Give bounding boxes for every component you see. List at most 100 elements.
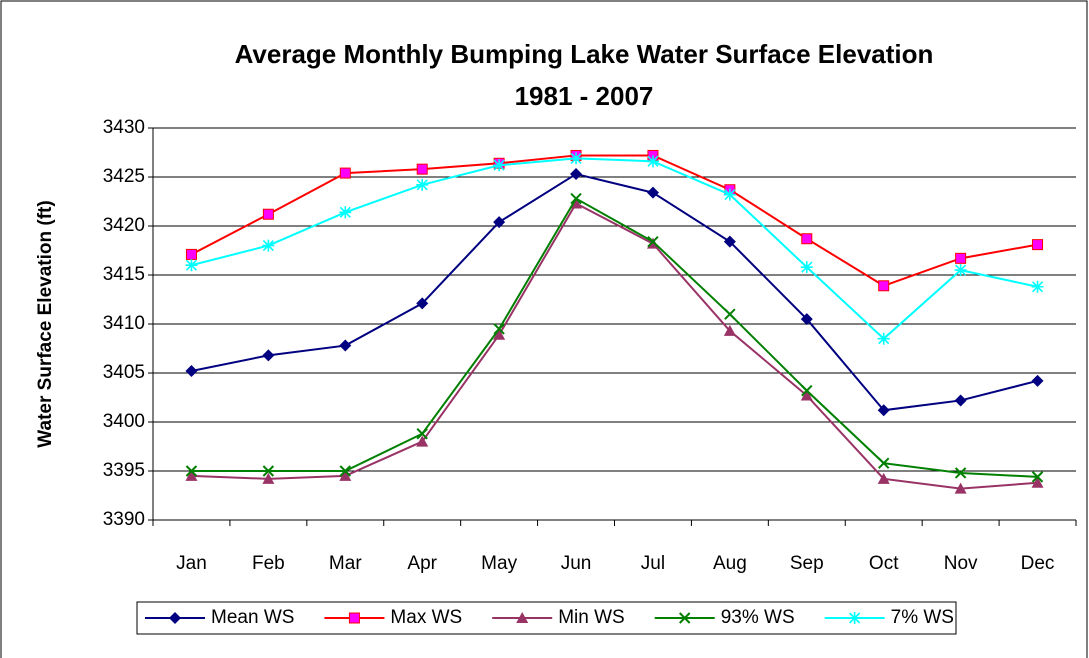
legend-label: Min WS: [558, 607, 625, 628]
marker: [878, 280, 890, 292]
x-tick-label: Sep: [790, 553, 824, 574]
marker: [800, 313, 813, 326]
legend-label: 7% WS: [891, 607, 954, 628]
marker: [185, 469, 198, 481]
marker: [679, 612, 691, 624]
marker: [416, 428, 428, 440]
x-tick-label: May: [481, 553, 517, 574]
y-tick-label: 3420: [103, 215, 145, 236]
marker: [954, 264, 967, 277]
marker: [185, 365, 198, 378]
marker: [185, 248, 197, 260]
marker: [723, 235, 736, 248]
marker: [877, 332, 890, 345]
marker: [185, 259, 198, 272]
x-tick-label: Jul: [641, 553, 665, 574]
marker: [801, 233, 813, 245]
marker: [878, 457, 890, 469]
marker: [339, 465, 351, 477]
marker: [493, 159, 506, 172]
marker: [416, 435, 429, 447]
marker: [416, 297, 429, 310]
marker: [262, 239, 275, 252]
marker: [1032, 239, 1044, 251]
y-tick-label: 3430: [103, 117, 145, 138]
marker: [339, 469, 352, 481]
marker: [339, 167, 351, 179]
marker: [955, 252, 967, 264]
legend-item: 7% WS: [824, 607, 954, 628]
marker: [348, 612, 360, 624]
marker: [724, 308, 736, 320]
marker: [493, 216, 506, 229]
y-tick-label: 3400: [103, 411, 145, 432]
marker: [262, 465, 275, 477]
chart-title: 1981 - 2007: [515, 81, 654, 111]
marker: [723, 324, 736, 336]
marker: [954, 467, 967, 479]
x-tick-label: Dec: [1021, 553, 1055, 574]
marker: [416, 178, 429, 191]
marker: [801, 384, 813, 397]
marker: [339, 206, 352, 219]
marker: [570, 168, 583, 181]
legend-item: 93% WS: [654, 607, 795, 628]
marker: [954, 394, 967, 407]
marker: [516, 612, 529, 623]
y-tick-label: 3405: [103, 362, 145, 383]
marker: [1031, 374, 1044, 387]
legend: Mean WS Max WS Min WS 93% WS 7% WS: [136, 601, 957, 635]
marker: [1031, 476, 1044, 488]
legend-label: Max WS: [390, 607, 462, 628]
marker: [877, 472, 890, 484]
series-line: [190, 154, 1038, 287]
marker: [954, 482, 967, 494]
marker: [646, 155, 659, 168]
y-tick-label: 3390: [103, 509, 145, 530]
y-tick-label: 3410: [103, 313, 145, 334]
x-tick-label: Apr: [407, 553, 437, 574]
legend-label: Mean WS: [211, 607, 294, 628]
y-tick-label: 3425: [103, 166, 145, 187]
marker: [339, 339, 352, 352]
marker: [723, 188, 736, 201]
marker: [262, 472, 275, 484]
marker: [570, 152, 583, 165]
marker: [493, 328, 506, 340]
marker: [416, 163, 428, 175]
x-tick-label: Feb: [252, 553, 285, 574]
marker: [493, 323, 505, 335]
marker: [570, 197, 583, 209]
series-line: [191, 157, 1038, 341]
series-line: [191, 197, 1038, 478]
x-tick-label: Aug: [713, 553, 747, 574]
marker: [570, 192, 582, 205]
marker: [848, 612, 861, 624]
x-tick-label: Jun: [561, 553, 592, 574]
marker: [262, 349, 275, 362]
marker: [1031, 280, 1044, 293]
marker: [800, 261, 813, 274]
legend-label: 93% WS: [721, 607, 795, 628]
y-tick-label: 3415: [103, 264, 145, 285]
x-tick-label: Oct: [869, 553, 899, 574]
marker: [646, 186, 659, 199]
marker: [262, 208, 274, 220]
marker: [800, 389, 813, 401]
x-tick-label: Mar: [329, 553, 362, 574]
marker: [1031, 471, 1044, 483]
marker: [185, 465, 198, 477]
y-axis-label: Water Surface Elevation (ft): [35, 200, 56, 447]
marker: [169, 612, 182, 624]
marker: [647, 235, 659, 248]
y-tick-label: 3395: [103, 460, 145, 481]
legend-item: Min WS: [492, 607, 625, 628]
legend-item: Max WS: [324, 607, 462, 628]
x-tick-label: Nov: [944, 553, 978, 574]
series-line: [191, 172, 1038, 412]
marker: [877, 404, 890, 417]
legend-item: Mean WS: [145, 607, 294, 628]
series-line: [191, 202, 1038, 490]
